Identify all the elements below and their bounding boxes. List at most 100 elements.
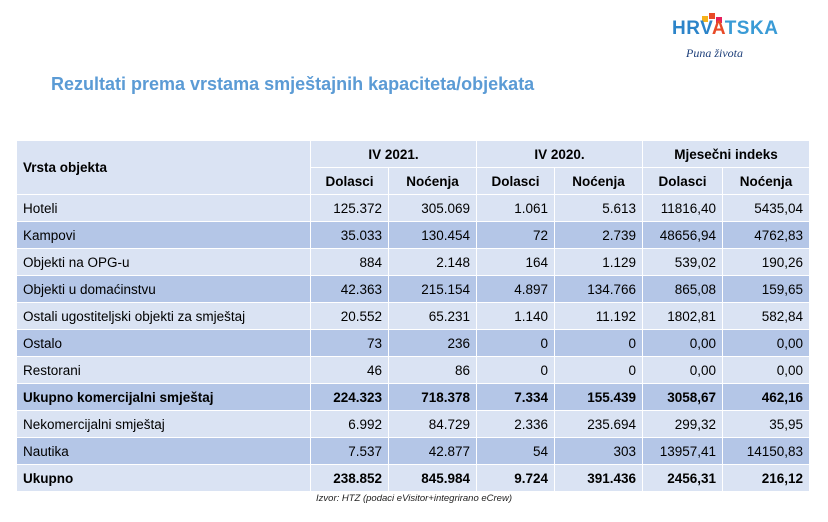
table-cell: 35.033 [310,221,389,249]
logo-tagline: Puna života [686,46,743,60]
table-cell: 35,95 [722,410,811,438]
table-cell: 0 [476,356,556,384]
logo-wordmark: HRVATSKA [672,18,779,39]
table-cell: 462,16 [722,383,811,411]
table-cell: 238.852 [310,464,389,492]
subheader-dolasci: Dolasci [310,167,389,195]
table-cell: 0 [476,329,556,357]
table-cell: 303 [554,437,644,465]
table-cell: 2.739 [554,221,644,249]
subheader-nocenja: Noćenja [554,167,644,195]
row-label: Nautika [16,437,311,465]
group-header-iv-2021: IV 2021. [309,140,478,168]
table-cell: 305.069 [387,194,478,222]
table-cell: 865,08 [642,275,724,303]
table-cell: 2.148 [387,248,478,276]
table-cell: 4762,83 [722,221,811,249]
table-cell: 54 [476,437,556,465]
table-cell: 236 [387,329,478,357]
table-body: Hoteli 125.372 305.069 1.061 5.613 11816,40 54… [16,194,811,492]
table-cell: 0 [554,356,644,384]
table-cell: 72 [476,221,556,249]
table-cell: 235.694 [554,410,644,438]
table-cell: 3058,67 [642,383,724,411]
row-label: Objekti na OPG-u [16,248,311,276]
table-cell: 159,65 [722,275,811,303]
table-cell: 7.334 [476,383,556,411]
subheader-nocenja: Noćenja [387,167,478,195]
subheader-dolasci: Dolasci [476,167,556,195]
table-cell: 5.613 [554,194,644,222]
table-row: Ostalo 73 236 0 0 0,00 0,00 [16,329,811,357]
table-cell: 65.231 [387,302,478,330]
table-cell: 0,00 [642,329,724,357]
subheader-dolasci: Dolasci [642,167,724,195]
table-cell: 7.537 [310,437,389,465]
row-label: Ostali ugostiteljski objekti za smještaj [16,302,311,330]
table-cell: 130.454 [387,221,478,249]
table-row: Objekti u domaćinstvu 42.363 215.154 4.897 1… [16,275,811,303]
table-row: Nekomercijalni smještaj 6.992 84.729 2.336 2… [16,410,811,438]
table-cell: 4.897 [476,275,556,303]
table-cell: 845.984 [387,464,478,492]
subheader-nocenja: Noćenja [722,167,811,195]
hrvatska-logo: HRVATSKA Puna života [668,12,778,66]
table-cell: 0 [554,329,644,357]
table-cell: 2456,31 [642,464,724,492]
table-cell: 299,32 [642,410,724,438]
table-cell: 73 [310,329,389,357]
table-cell: 1.129 [554,248,644,276]
row-label: Nekomercijalni smještaj [16,410,311,438]
table-cell: 1.140 [476,302,556,330]
table-row: Restorani 46 86 0 0 0,00 0,00 [16,356,811,384]
table-cell: 5435,04 [722,194,811,222]
source-note: Izvor: HTZ (podaci eVisitor+integrirano … [316,493,512,504]
table-cell: 46 [310,356,389,384]
table-cell: 884 [310,248,389,276]
table-cell: 224.323 [310,383,389,411]
table-cell: 42.363 [310,275,389,303]
table-row: Ostali ugostiteljski objekti za smještaj… [16,302,811,330]
table-cell: 84.729 [387,410,478,438]
table-cell: 1.061 [476,194,556,222]
table-cell: 11.192 [554,302,644,330]
table-cell: 155.439 [554,383,644,411]
table-cell: 11816,40 [642,194,724,222]
table-row: Ukupno 238.852 845.984 9.724 391.436 2456,31 2… [16,464,811,492]
table-row: Hoteli 125.372 305.069 1.061 5.613 11816,40 54… [16,194,811,222]
table-cell: 86 [387,356,478,384]
table-cell: 134.766 [554,275,644,303]
page-title: Rezultati prema vrstama smještajnih kapa… [51,74,535,94]
table-cell: 216,12 [722,464,811,492]
table-row: Ukupno komercijalni smještaj 224.323 718.3… [16,383,811,411]
row-label: Objekti u domaćinstvu [16,275,311,303]
table-cell: 391.436 [554,464,644,492]
table-cell: 1802,81 [642,302,724,330]
table-cell: 215.154 [387,275,478,303]
table-cell: 190,26 [722,248,811,276]
table-cell: 125.372 [310,194,389,222]
table-cell: 48656,94 [642,221,724,249]
row-label: Ukupno komercijalni smještaj [16,383,311,411]
table-row: Objekti na OPG-u 884 2.148 164 1.129 539,02 19… [16,248,811,276]
table-row: Kampovi 35.033 130.454 72 2.739 48656,94 4762,… [16,221,811,249]
table-cell: 2.336 [476,410,556,438]
table-cell: 0,00 [642,356,724,384]
row-label: Hoteli [16,194,311,222]
table-cell: 14150,83 [722,437,811,465]
table-cell: 20.552 [310,302,389,330]
row-label: Ostalo [16,329,311,357]
row-label: Restorani [16,356,311,384]
table-cell: 9.724 [476,464,556,492]
table-cell: 13957,41 [642,437,724,465]
accommodation-results-table: Vrsta objekta IV 2021. IV 2020. Mjesečni… [16,140,811,492]
table-cell: 0,00 [722,356,811,384]
table-cell: 42.877 [387,437,478,465]
table-cell: 539,02 [642,248,724,276]
row-label: Ukupno [16,464,311,492]
logo-sun-mark-icon [702,13,722,23]
group-header-mjesecni-indeks: Mjesečni indeks [642,140,811,168]
table-row: Nautika 7.537 42.877 54 303 13957,41 14150,83 [16,437,811,465]
table-cell: 718.378 [387,383,478,411]
row-header-vrsta-objekta: Vrsta objekta [16,140,311,195]
